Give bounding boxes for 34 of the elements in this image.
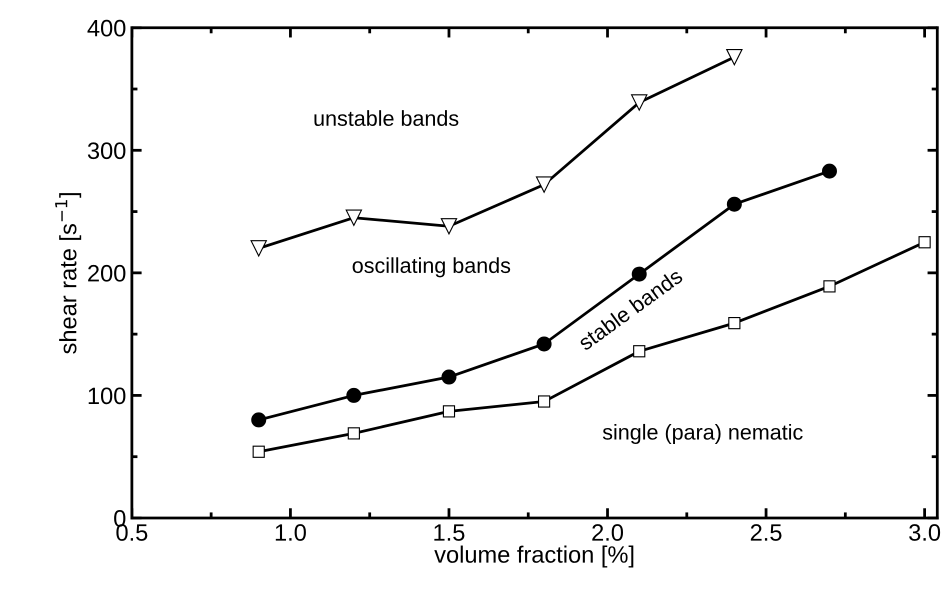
x-tick-label: 3.0 (909, 524, 940, 541)
point (728, 316, 740, 330)
point (346, 210, 362, 226)
point (918, 236, 931, 248)
point (538, 395, 550, 408)
annotation: unstable bands (314, 110, 458, 126)
point (536, 336, 552, 352)
y-tick-label: 300 (88, 142, 126, 160)
point (348, 427, 360, 440)
point (441, 370, 456, 385)
y-tick-label: 200 (88, 264, 126, 282)
point (536, 176, 552, 193)
point (822, 164, 837, 179)
point (633, 345, 646, 358)
point (631, 94, 648, 111)
point (726, 48, 743, 66)
point (442, 405, 456, 418)
point (251, 412, 266, 428)
x-tick-label: 1.5 (434, 524, 464, 541)
x-tick-label: 2.5 (750, 524, 782, 541)
point (823, 280, 836, 292)
x-tick-label: 1.0 (276, 524, 306, 541)
annotation: single (para) nematic (602, 424, 803, 444)
annotation: oscillating bands (352, 257, 510, 278)
point (440, 218, 458, 234)
y-tick-label: 400 (87, 20, 126, 37)
y-tick-label: 100 (88, 387, 126, 404)
x-axis-title: volume fraction [%] (434, 546, 634, 568)
point (346, 388, 362, 403)
point (252, 446, 265, 458)
y-axis-title: shear rate [s$^{−1}$] (55, 193, 82, 354)
point (250, 240, 267, 257)
point (726, 196, 742, 212)
x-tick-label: 2.0 (592, 524, 624, 541)
